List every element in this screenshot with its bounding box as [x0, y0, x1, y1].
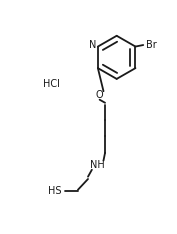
Text: Br: Br — [146, 40, 157, 50]
Text: O: O — [96, 90, 103, 100]
Text: N: N — [89, 40, 96, 50]
Text: NH: NH — [90, 160, 105, 170]
Text: HS: HS — [48, 186, 61, 196]
Text: HCl: HCl — [43, 79, 60, 88]
